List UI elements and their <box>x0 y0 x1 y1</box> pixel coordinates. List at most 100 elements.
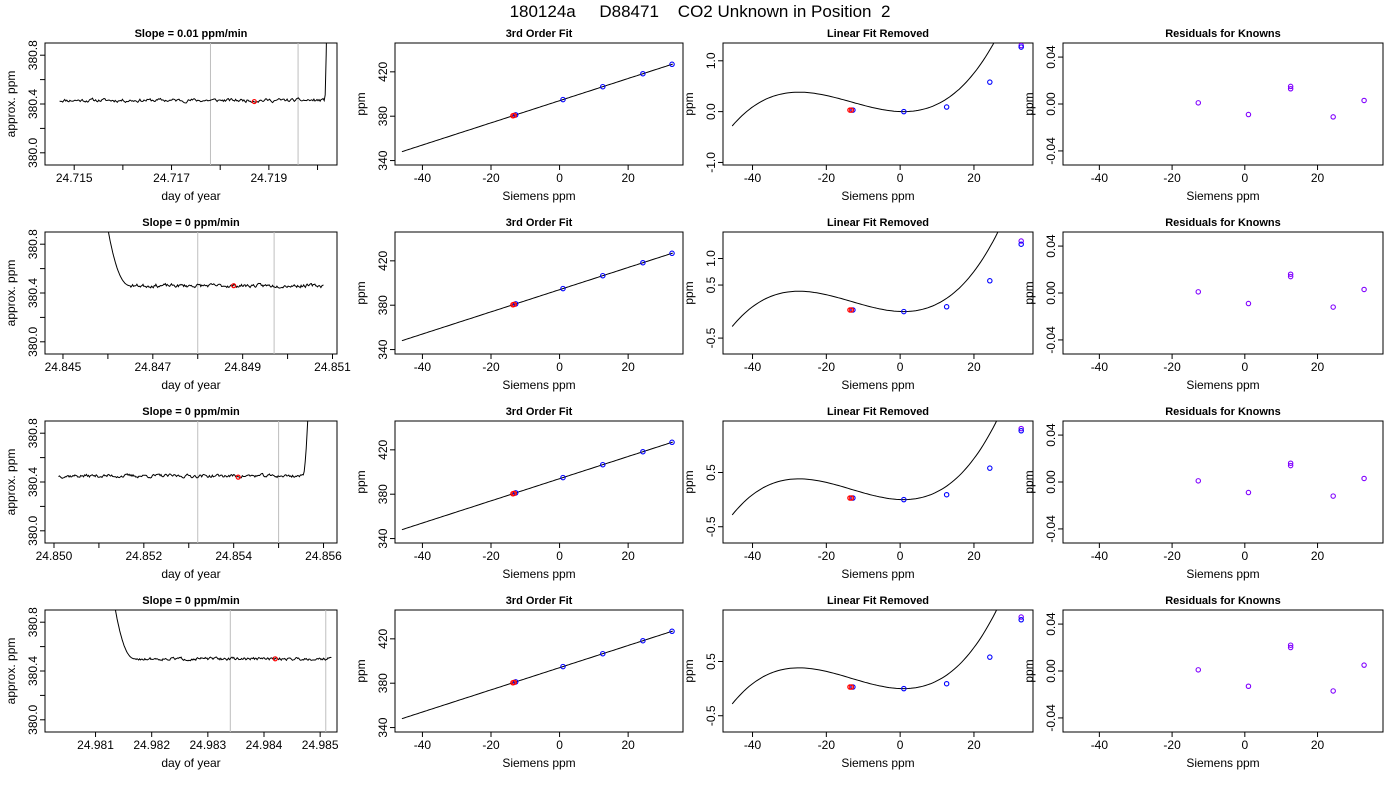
known-point <box>901 308 907 315</box>
ppm-trace <box>59 43 327 104</box>
x-axis-label: Siemens ppm <box>1186 378 1259 392</box>
x-axis-label: Siemens ppm <box>841 378 914 392</box>
x-tick-label: 24.719 <box>251 171 288 185</box>
known-point <box>1018 238 1024 244</box>
x-axis-label: day of year <box>161 189 220 203</box>
y-tick-label: 380 <box>376 106 390 126</box>
y-axis-label: ppm <box>682 281 696 304</box>
y-axis-label: ppm <box>1022 659 1036 682</box>
y-axis-label: ppm <box>354 659 368 682</box>
panel-r3c4: Residuals for Knowns -40 -20 0 20 -0.04 0.00 0.… <box>1022 406 1384 581</box>
plot-box <box>394 609 684 733</box>
unknown-point <box>511 301 518 308</box>
x-tick-label: -40 <box>1091 360 1109 374</box>
x-tick-label: -40 <box>414 549 432 563</box>
x-tick-label: 20 <box>621 738 635 752</box>
residual-point <box>1361 97 1367 104</box>
y-tick-label: 0.04 <box>1044 423 1058 447</box>
known-point <box>640 637 646 644</box>
panel-title: Slope = 0 ppm/min <box>142 595 240 607</box>
y-axis-label: ppm <box>1022 92 1036 115</box>
residual-point <box>1245 489 1252 496</box>
x-tick-label: -40 <box>744 171 762 185</box>
y-tick-label: 380.4 <box>26 278 40 308</box>
plot-box <box>1062 231 1384 355</box>
panel-r1c3: Linear Fit Removed -40 -20 0 20 -1.0 0.0 1.0 Sie… <box>682 28 1034 203</box>
panel-r4c3: Linear Fit Removed -40 -20 0 20 -0.5 0.5 Siemen… <box>682 595 1034 770</box>
known-point <box>600 650 606 657</box>
plot-area <box>107 232 324 354</box>
y-tick-label: 0.5 <box>704 464 718 481</box>
x-axis-label: Siemens ppm <box>841 189 914 203</box>
y-tick-label: 380.4 <box>26 656 40 686</box>
y-tick-label: 420 <box>376 62 390 82</box>
x-tick-label: -20 <box>818 549 836 563</box>
known-point <box>600 461 606 468</box>
known-point <box>1018 617 1024 623</box>
y-tick-label: 380.0 <box>26 326 40 356</box>
known-point <box>901 496 907 503</box>
y-tick-label: 340 <box>376 717 390 737</box>
panel-r2c4: Residuals for Knowns -40 -20 0 20 -0.04 0.00 0.… <box>1022 217 1384 392</box>
residual-point <box>1287 462 1294 469</box>
y-tick-label: 380.0 <box>26 137 40 167</box>
x-tick-label: 24.981 <box>77 738 114 752</box>
panel-r4c1: Slope = 0 ppm/min 24.981 24.982 24.983 24.98… <box>4 595 339 770</box>
y-tick-label: 380.0 <box>26 704 40 734</box>
panel-title: Residuals for Knowns <box>1165 217 1281 229</box>
x-tick-label: 20 <box>967 360 981 374</box>
unknown-point <box>848 495 855 501</box>
panel-title: Slope = 0.01 ppm/min <box>135 28 248 40</box>
x-tick-label: -20 <box>1163 171 1181 185</box>
page-title: 180124a D88471 CO2 Unknown in Position 2 <box>509 2 891 21</box>
unknown-mean-point <box>251 98 257 105</box>
unknown-point <box>848 307 855 313</box>
x-tick-label: 20 <box>621 171 635 185</box>
plot-area <box>731 232 1024 327</box>
cubic-fit-curve <box>731 421 998 516</box>
residual-point <box>1361 662 1367 668</box>
panel-r3c1: Slope = 0 ppm/min 24.850 24.852 24.854 24.85… <box>4 406 342 581</box>
x-tick-label: -20 <box>482 360 500 374</box>
residual-point <box>1330 493 1336 499</box>
x-tick-label: 0 <box>897 171 904 185</box>
residual-point <box>1287 271 1294 277</box>
x-tick-label: 20 <box>1311 738 1325 752</box>
known-point <box>1018 44 1024 50</box>
known-point <box>640 259 646 266</box>
ppm-trace <box>58 421 309 479</box>
residual-point <box>1287 460 1294 466</box>
residual-point <box>1330 114 1336 120</box>
x-tick-label: 24.852 <box>125 549 162 563</box>
plot-box <box>1062 42 1384 166</box>
x-axis-label: Siemens ppm <box>1186 189 1259 203</box>
residual-point <box>1287 644 1294 651</box>
panel-title: Linear Fit Removed <box>827 406 929 418</box>
x-axis-label: Siemens ppm <box>841 567 914 581</box>
x-axis-label: Siemens ppm <box>502 378 575 392</box>
y-tick-label: 0.00 <box>1044 92 1058 116</box>
unknown-point <box>511 112 518 119</box>
x-tick-label: -20 <box>482 171 500 185</box>
x-tick-label: -40 <box>1091 738 1109 752</box>
plot-area <box>731 43 1024 127</box>
unknown-mean-point <box>235 474 241 480</box>
panel-r1c4: Residuals for Knowns -40 -20 0 20 -0.04 0.00 0.… <box>1022 28 1384 203</box>
known-point <box>669 628 675 635</box>
known-point <box>640 448 646 455</box>
x-tick-label: -20 <box>1163 549 1181 563</box>
x-tick-label: -20 <box>818 171 836 185</box>
plot-box <box>1062 420 1384 544</box>
known-point <box>943 304 950 310</box>
known-point <box>600 272 606 279</box>
plot-area <box>731 610 1024 705</box>
plot-area <box>1195 83 1367 120</box>
panel-title: Slope = 0 ppm/min <box>142 406 240 418</box>
x-tick-label: -20 <box>818 738 836 752</box>
residual-point <box>1245 300 1252 307</box>
y-tick-label: 1.0 <box>704 52 718 69</box>
panel-r3c3: Linear Fit Removed -40 -20 0 20 -0.5 0.5 Siemen… <box>682 406 1034 581</box>
y-tick-label: -1.0 <box>704 152 718 173</box>
plot-box <box>44 420 338 544</box>
